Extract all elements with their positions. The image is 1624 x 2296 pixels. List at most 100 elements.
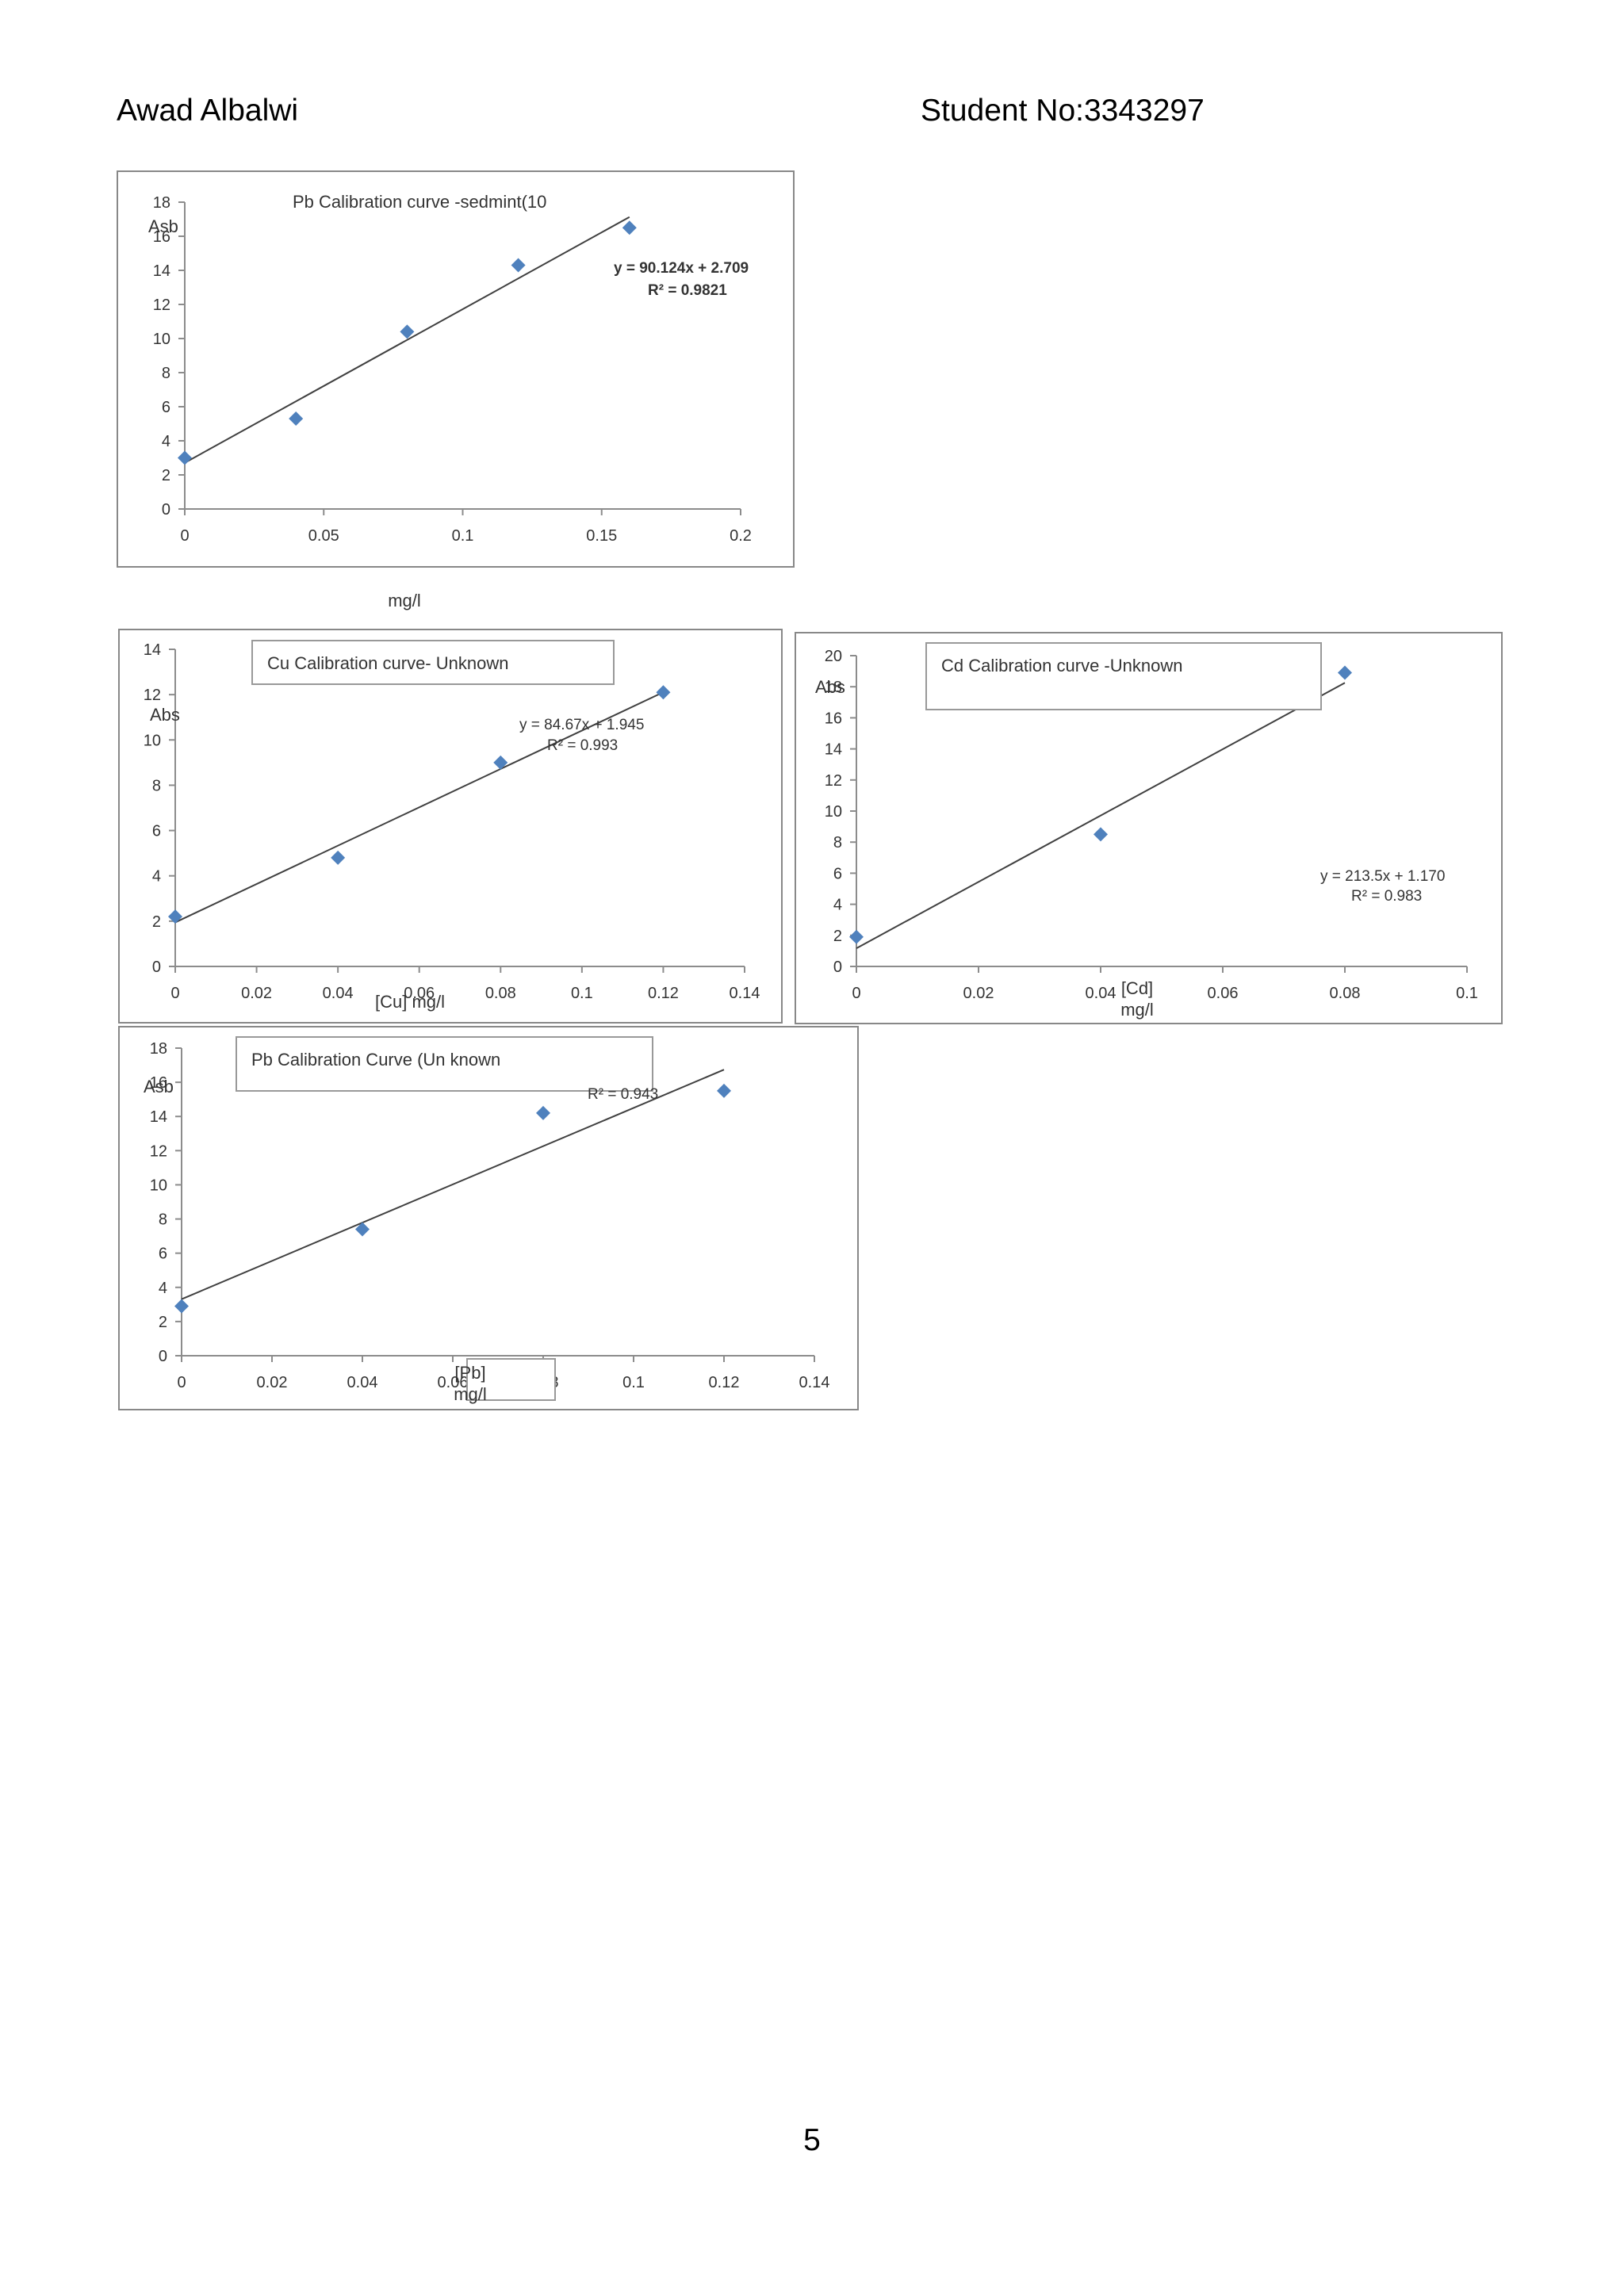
y-tick-label: 18 — [825, 679, 842, 696]
data-point — [400, 324, 415, 339]
y-tick-label: 2 — [159, 1314, 167, 1331]
x-tick-label: 0.14 — [799, 1374, 830, 1391]
x-axis-label-unit: mg/l — [454, 1384, 487, 1404]
title-box — [236, 1036, 653, 1092]
y-tick-label: 8 — [833, 834, 842, 851]
page-number: 5 — [803, 2123, 821, 2157]
title-box — [251, 640, 615, 685]
data-point — [493, 755, 508, 770]
y-tick-label: 6 — [162, 399, 170, 416]
y-tick-label: 4 — [159, 1280, 167, 1297]
x-tick-label: 0 — [180, 527, 189, 545]
y-tick-label: 8 — [159, 1211, 167, 1229]
x-tick-label: 0.02 — [963, 985, 994, 1002]
x-tick-label: 0.02 — [241, 985, 272, 1002]
y-tick-label: 12 — [153, 297, 170, 314]
y-tick-label: 8 — [152, 777, 161, 794]
x-tick-label: 0.1 — [1456, 985, 1478, 1002]
trendline — [184, 216, 630, 464]
x-tick-label: 0.08 — [1330, 985, 1361, 1002]
x-tick-label: 0 — [177, 1374, 186, 1391]
y-tick-label: 2 — [833, 928, 842, 945]
y-tick-label: 4 — [833, 897, 842, 914]
cu-unknown-plot: 0 2 4 6 8 10 12 14 0 0.02 0.04 0.06 0.08 0.1 0.12 0.14 C… — [144, 640, 760, 1012]
cd-unknown-chart: 0 2 4 6 8 10 12 14 16 18 20 0 0.02 0.04 0.06 0.08 0.1 Cd … — [795, 632, 1503, 1024]
y-tick-label: 10 — [150, 1177, 167, 1194]
data-point — [656, 685, 671, 700]
y-tick-label: 4 — [152, 868, 161, 886]
chart-title: Cu Calibration curve- Unknown — [267, 653, 508, 673]
y-tick-label: 0 — [152, 959, 161, 976]
x-axis-label-unit: mg/l — [1120, 1000, 1154, 1020]
pb-unknown-plot: 02468101214161800.020.040.060.080.10.120… — [144, 1036, 830, 1404]
trendline — [174, 691, 664, 924]
y-tick-label: 10 — [144, 732, 161, 749]
x-tick-label: 0 — [852, 985, 860, 1002]
y-tick-label: 6 — [152, 823, 161, 840]
r-squared: R² = 0.943 — [588, 1086, 658, 1103]
data-point — [536, 1105, 550, 1120]
data-point — [622, 220, 637, 235]
chart-title: Cd Calibration curve -Unknown — [941, 656, 1182, 675]
data-point — [849, 929, 864, 944]
y-tick-label: 12 — [825, 772, 842, 790]
x-tick-label: 0.14 — [730, 985, 760, 1002]
x-tick-label: 0.05 — [308, 527, 339, 545]
y-tick-label: 12 — [150, 1142, 167, 1160]
y-tick-label: 16 — [825, 710, 842, 727]
y-tick-label: 14 — [144, 641, 161, 659]
y-tick-label: 0 — [833, 959, 842, 976]
data-point — [178, 450, 192, 465]
y-axis-label: Abs — [150, 705, 180, 725]
data-point — [511, 258, 526, 273]
trendline — [856, 682, 1346, 949]
x-tick-label: 0.04 — [347, 1374, 378, 1391]
r-squared: R² = 0.983 — [1351, 888, 1422, 905]
y-tick-label: 2 — [152, 913, 161, 931]
pb-unknown-chart: 02468101214161800.020.040.060.080.10.120… — [118, 1026, 859, 1410]
x-tick-label: 0.1 — [622, 1374, 645, 1391]
x-tick-label: 0.06 — [1208, 985, 1239, 1002]
data-point — [174, 1299, 189, 1314]
x-tick-label: 0.08 — [485, 985, 516, 1002]
x-tick-label: 0.12 — [648, 985, 679, 1002]
y-tick-label: 16 — [150, 1074, 167, 1092]
title-box — [925, 642, 1322, 710]
r-squared: R² = 0.9821 — [648, 282, 727, 299]
trendline — [181, 1069, 725, 1300]
author-name: Awad Albalwi — [117, 94, 299, 128]
cd-unknown-plot: 0 2 4 6 8 10 12 14 16 18 20 0 0.02 0.04 0.06 0.08 0.1 Cd … — [815, 642, 1478, 1020]
pb-sediment-plot: 0 2 4 6 8 10 12 14 16 18 0 0.05 0.1 0.15 0.2 Pb Calibra… — [148, 192, 752, 610]
y-tick-label: 6 — [833, 865, 842, 882]
x-tick-label: 0.04 — [323, 985, 354, 1002]
data-point — [1338, 665, 1352, 680]
cu-unknown-chart: 0 2 4 6 8 10 12 14 0 0.02 0.04 0.06 0.08 0.1 0.12 0.14 C… — [118, 629, 783, 1024]
y-tick-label: 18 — [150, 1040, 167, 1058]
data-point — [331, 850, 346, 865]
y-tick-label: 10 — [153, 331, 170, 348]
y-tick-label: 14 — [153, 262, 170, 280]
x-tick-label: 0.12 — [709, 1374, 740, 1391]
y-tick-label: 6 — [159, 1246, 167, 1263]
y-tick-label: 8 — [162, 365, 170, 382]
data-point — [717, 1083, 731, 1098]
data-point — [289, 411, 304, 427]
x-tick-label: 0.02 — [257, 1374, 288, 1391]
x-tick-label: 0.2 — [730, 527, 752, 545]
trendline-equation: y = 90.124x + 2.709 — [614, 260, 749, 277]
y-tick-label: 18 — [153, 194, 170, 212]
r-squared: R² = 0.993 — [547, 737, 618, 754]
x-tick-label: 0.04 — [1086, 985, 1116, 1002]
data-point — [355, 1222, 370, 1237]
pb-sediment-chart: 0 2 4 6 8 10 12 14 16 18 0 0.05 0.1 0.15 0.2 Pb Calibra… — [117, 170, 795, 610]
y-tick-label: 0 — [162, 501, 170, 519]
x-tick-label: 0.1 — [452, 527, 474, 545]
y-tick-label: 0 — [159, 1348, 167, 1365]
student-number: Student No:3343297 — [921, 94, 1205, 128]
y-tick-label: 10 — [825, 803, 842, 821]
y-tick-label: 14 — [150, 1108, 167, 1126]
x-tick-label: 0.15 — [586, 527, 617, 545]
trendline-equation: y = 84.67x + 1.945 — [519, 717, 644, 733]
x-axis-label: [Pb] — [454, 1363, 485, 1383]
x-axis-label: [Cu] mg/l — [375, 992, 445, 1012]
